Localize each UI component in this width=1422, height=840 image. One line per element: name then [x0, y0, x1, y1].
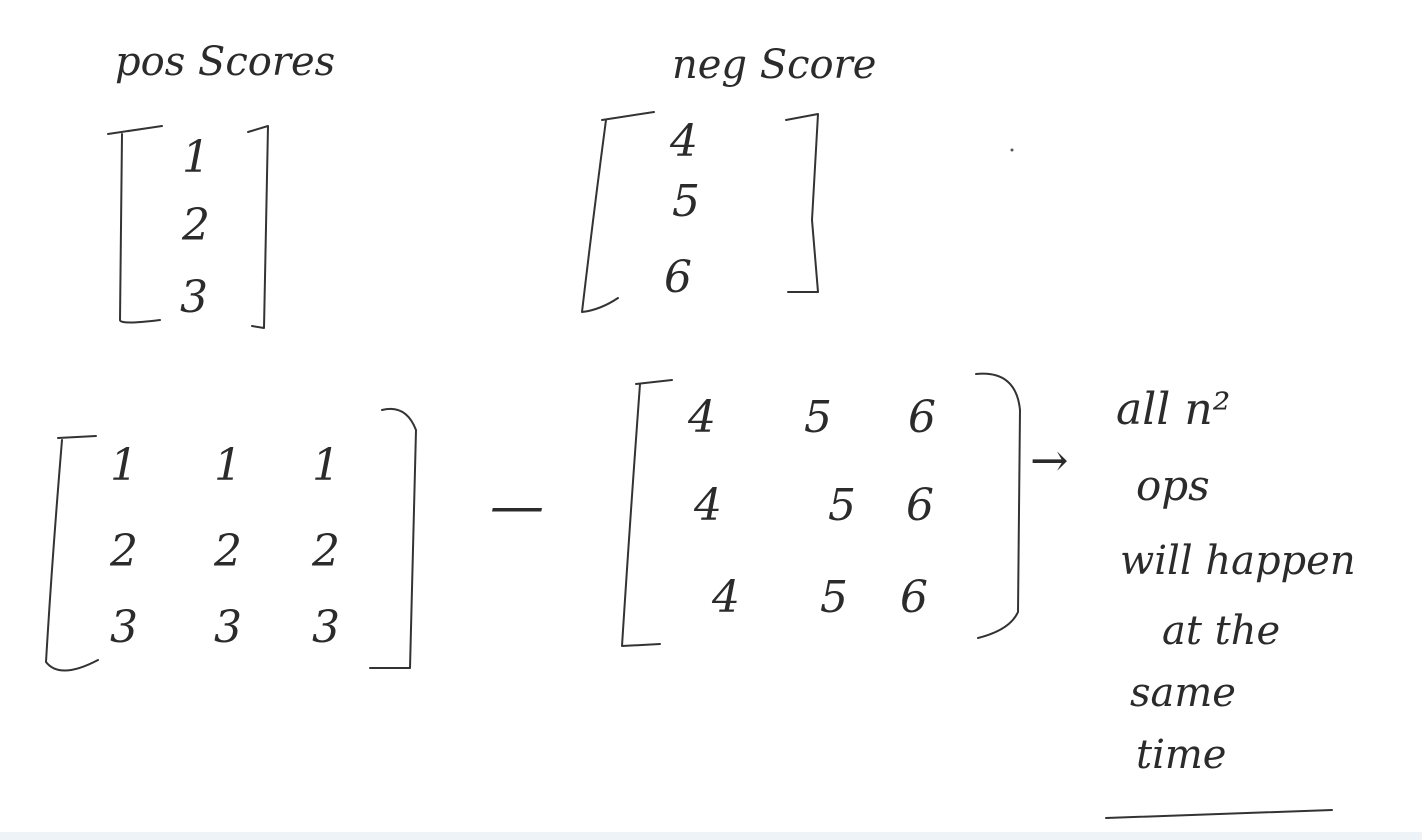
pos-vector-cell: 1 — [182, 132, 210, 183]
result-arrow: → — [1030, 433, 1069, 487]
pos-scores-label: pos Scores — [115, 39, 335, 85]
neg-vector-cell: 4 — [669, 116, 698, 167]
ops-note: all n² ops will happen at the same time — [1105, 384, 1356, 819]
neg-matrix-cell: 4 — [711, 572, 740, 623]
broadcast-pos-matrix: 1 1 1 2 2 2 3 3 3 — [45, 408, 417, 672]
neg-score-label: neg Score — [672, 42, 876, 88]
pos-vector-right-bracket — [247, 125, 269, 329]
neg-matrix-cell: 5 — [804, 392, 832, 443]
neg-matrix-cell: 5 — [820, 572, 848, 623]
neg-vector-right-bracket — [785, 113, 819, 293]
broadcast-neg-right-bracket — [975, 372, 1021, 639]
pos-matrix-cell: 2 — [311, 526, 340, 577]
pos-matrix-cell: 1 — [312, 440, 340, 491]
pos-matrix-cell: 3 — [110, 602, 138, 653]
note-line-5: same — [1130, 670, 1236, 716]
minus-operator: — — [490, 474, 544, 537]
stray-dot — [1010, 148, 1014, 152]
pos-vector-cell: 2 — [181, 200, 210, 251]
note-line-2: ops — [1136, 461, 1210, 510]
pos-matrix-cell: 3 — [214, 602, 242, 653]
neg-matrix-cell: 5 — [828, 480, 856, 531]
neg-matrix-cell: 4 — [693, 480, 722, 531]
pos-matrix-cell: 2 — [213, 526, 242, 577]
neg-matrix-cell: 6 — [908, 392, 936, 443]
note-underline — [1105, 809, 1333, 819]
note-line-1: all n² — [1116, 384, 1230, 435]
neg-matrix-cell: 6 — [900, 572, 928, 623]
pos-vector-cell: 3 — [180, 272, 208, 323]
broadcast-pos-left-bracket — [45, 435, 99, 672]
pos-matrix-cell: 3 — [312, 602, 340, 653]
neg-vector-left-bracket — [581, 111, 655, 313]
pos-vector: 1 2 3 — [107, 125, 269, 329]
neg-matrix-cell: 6 — [906, 480, 934, 531]
neg-vector-cell: 5 — [672, 176, 700, 227]
note-line-6: time — [1136, 732, 1226, 778]
pos-matrix-cell: 2 — [109, 526, 138, 577]
pos-matrix-cell: 1 — [214, 440, 242, 491]
pos-matrix-cell: 1 — [110, 440, 138, 491]
broadcast-pos-right-bracket — [369, 408, 417, 669]
broadcast-neg-matrix: 4 5 64 5 64 5 6 — [621, 372, 1021, 647]
neg-vector-cell: 6 — [664, 252, 692, 303]
neg-vector: 4 5 6 — [581, 111, 819, 313]
bottom-strip — [0, 832, 1422, 840]
neg-matrix-cell: 4 — [687, 392, 716, 443]
pos-vector-left-bracket — [107, 125, 163, 324]
broadcast-neg-left-bracket — [621, 379, 673, 647]
note-line-3: will happen — [1120, 538, 1356, 584]
note-line-4: at the — [1162, 608, 1280, 654]
